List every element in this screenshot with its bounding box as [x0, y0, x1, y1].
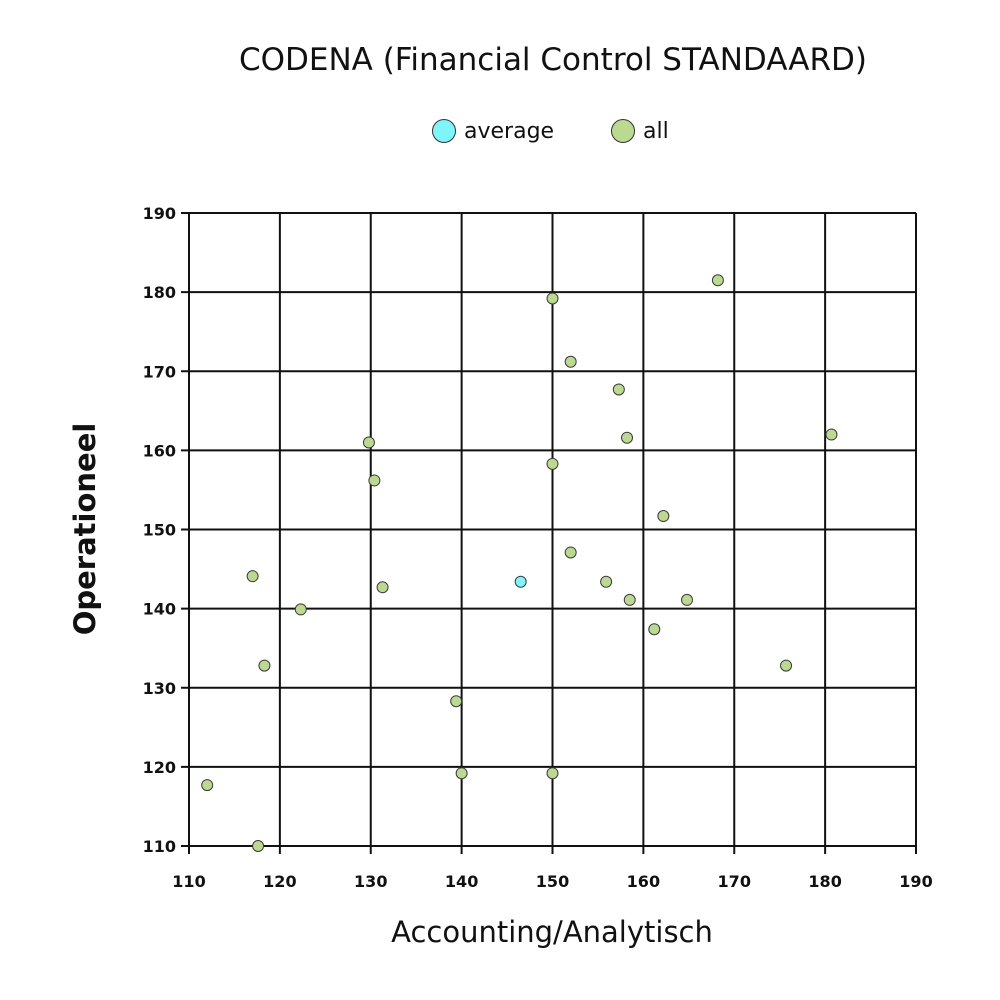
x-tick-label: 110: [172, 872, 205, 891]
data-point-all: [825, 428, 838, 441]
data-point-all: [201, 779, 214, 792]
x-tick-label: 150: [536, 872, 569, 891]
y-tick-label: 120: [143, 758, 176, 777]
x-axis-title: Accounting/Analytisch: [391, 915, 713, 949]
y-tick-label: 170: [143, 362, 176, 381]
data-point-all: [711, 274, 724, 287]
data-point-all: [621, 431, 634, 444]
data-point-all: [376, 581, 389, 594]
data-point-all: [246, 570, 259, 583]
data-point-all: [546, 457, 559, 470]
data-point-average: [514, 575, 527, 588]
x-tick-label: 190: [899, 872, 932, 891]
series-all: [201, 274, 838, 852]
data-point-all: [450, 695, 463, 708]
data-point-all: [780, 659, 793, 672]
legend-marker-all: [611, 119, 635, 143]
data-point-all: [546, 767, 559, 780]
y-tick-label: 130: [143, 679, 176, 698]
data-point-all: [362, 436, 375, 449]
data-point-all: [564, 355, 577, 368]
grid: [181, 212, 917, 854]
data-point-all: [294, 603, 307, 616]
data-point-all: [455, 767, 468, 780]
x-tick-label: 130: [354, 872, 387, 891]
series-average: [514, 575, 527, 588]
y-tick-labels: 110 120 130 140 150 160 170 180 190: [143, 204, 176, 856]
y-tick-label: 160: [143, 441, 176, 460]
x-tick-label: 140: [445, 872, 478, 891]
legend-marker-average: [432, 119, 456, 143]
legend: average all: [0, 114, 1000, 148]
data-point-all: [546, 292, 559, 305]
data-point-all: [368, 474, 381, 487]
data-point-all: [648, 623, 661, 636]
y-tick-label: 190: [143, 204, 176, 223]
y-axis-title: Operationeel: [68, 423, 102, 636]
legend-item-average: average: [432, 114, 554, 148]
data-point-all: [564, 546, 577, 559]
x-tick-label: 170: [718, 872, 751, 891]
data-point-all: [600, 575, 613, 588]
x-tick-label: 120: [263, 872, 296, 891]
data-point-all: [623, 593, 636, 606]
y-tick-label: 150: [143, 521, 176, 540]
legend-item-all: all: [611, 114, 669, 148]
data-point-all: [612, 383, 625, 396]
x-tick-label: 180: [808, 872, 841, 891]
chart-title: CODENA (Financial Control STANDAARD): [238, 42, 868, 78]
x-tick-label: 160: [627, 872, 660, 891]
data-point-all: [252, 840, 265, 852]
y-tick-label: 180: [143, 283, 176, 302]
data-point-all: [258, 659, 271, 672]
y-tick-label: 110: [143, 837, 176, 856]
x-tick-labels: 110 120 130 140 150 160 170 180 190: [172, 872, 932, 891]
legend-label-all: all: [643, 118, 669, 144]
legend-label-average: average: [464, 118, 555, 144]
data-point-all: [657, 510, 670, 523]
data-point-all: [680, 593, 693, 606]
y-tick-label: 140: [143, 600, 176, 619]
